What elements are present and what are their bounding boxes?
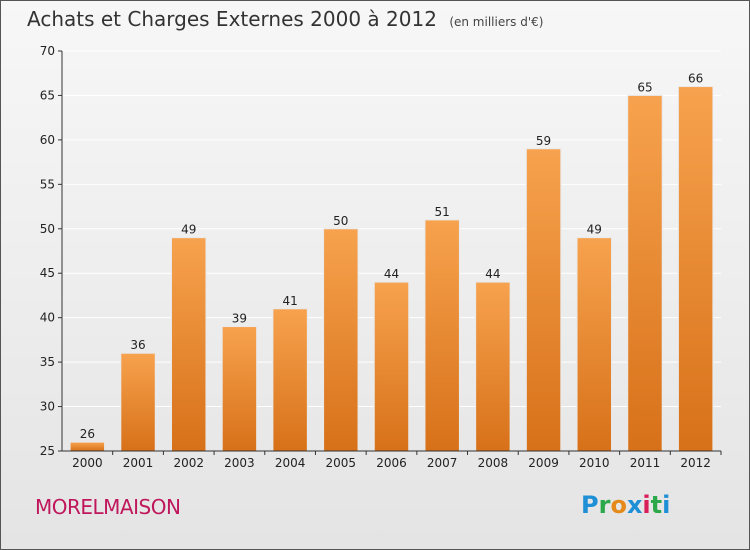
y-tick-label: 25 <box>40 444 55 458</box>
x-tick-label-2004: 2004 <box>275 456 306 470</box>
x-tick-label-2002: 2002 <box>173 456 204 470</box>
y-tick-label: 40 <box>40 311 55 325</box>
data-label-2007: 51 <box>435 205 450 219</box>
data-label-2005: 50 <box>333 214 348 228</box>
data-label-2003: 39 <box>232 312 247 326</box>
bar-2003 <box>221 326 258 452</box>
y-tick-label: 65 <box>40 88 55 102</box>
logo-letter: x <box>626 491 643 519</box>
bar-2010 <box>576 237 613 452</box>
data-label-2006: 44 <box>384 267 399 281</box>
y-tick-label: 55 <box>40 177 55 191</box>
chart-title: Achats et Charges Externes 2000 à 2012 (… <box>27 7 543 31</box>
logo-letter: o <box>610 491 627 519</box>
title-unit: (en milliers d'€) <box>449 15 544 29</box>
data-label-2012: 66 <box>688 72 703 86</box>
commune-name: MORELMAISON <box>35 495 181 519</box>
logo-letter: i <box>662 491 671 519</box>
data-label-2002: 49 <box>181 223 196 237</box>
bar-2007 <box>424 219 460 452</box>
x-tick-label-2010: 2010 <box>579 456 610 470</box>
bar-2005 <box>323 228 359 452</box>
data-label-2004: 41 <box>282 294 297 308</box>
bar-2006 <box>373 281 410 452</box>
bar-2012 <box>677 86 714 452</box>
y-tick-label: 50 <box>40 222 55 236</box>
data-label-2000: 26 <box>80 427 95 441</box>
x-tick-label-2012: 2012 <box>680 456 711 470</box>
x-tick-label-2006: 2006 <box>376 456 407 470</box>
x-tick-label-2003: 2003 <box>224 456 255 470</box>
title-text: Achats et Charges Externes 2000 à 2012 <box>27 7 437 31</box>
bar-2000 <box>69 441 106 452</box>
y-tick-label: 70 <box>40 44 55 58</box>
bar-2011 <box>627 94 663 452</box>
data-label-2001: 36 <box>130 338 145 352</box>
data-label-2010: 49 <box>587 223 602 237</box>
bar-2004 <box>272 308 308 452</box>
y-tick-label: 30 <box>40 400 55 414</box>
bar-2002 <box>170 237 207 452</box>
data-label-2009: 59 <box>536 134 551 148</box>
logo-letter: r <box>598 491 611 519</box>
logo-letter: P <box>581 491 599 519</box>
x-tick-label-2009: 2009 <box>528 456 559 470</box>
y-tick-label: 45 <box>40 266 55 280</box>
x-tick-label-2011: 2011 <box>630 456 661 470</box>
proxiti-logo[interactable]: Proxiti <box>581 491 670 519</box>
x-tick-label-2001: 2001 <box>123 456 154 470</box>
logo-letter: t <box>650 491 663 519</box>
logo-letter: i <box>642 491 651 519</box>
y-tick-label: 60 <box>40 133 55 147</box>
x-tick-label-2008: 2008 <box>478 456 509 470</box>
bar-2009 <box>525 148 562 452</box>
data-label-2011: 65 <box>637 80 652 94</box>
x-tick-label-2000: 2000 <box>72 456 103 470</box>
bar-2001 <box>120 352 156 452</box>
data-label-2008: 44 <box>485 267 500 281</box>
x-tick-label-2005: 2005 <box>326 456 357 470</box>
bar-2008 <box>475 281 511 452</box>
y-tick-label: 35 <box>40 355 55 369</box>
x-tick-label-2007: 2007 <box>427 456 458 470</box>
